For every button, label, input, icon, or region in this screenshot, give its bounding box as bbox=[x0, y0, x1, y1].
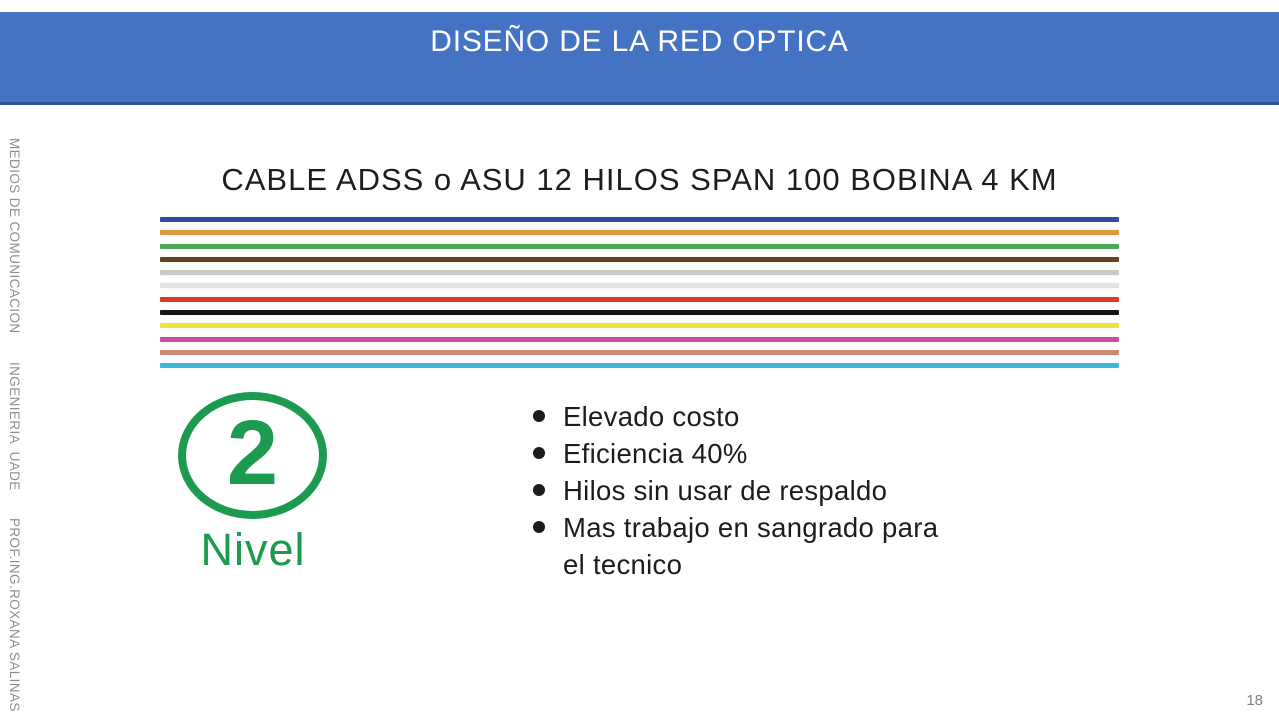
bullet-text: Mas trabajo en sangrado para el tecnico bbox=[563, 512, 939, 580]
sidebar-vertical-text: MEDIOS DE COMUNICACION INGENIERIA UADE PRO… bbox=[7, 138, 22, 712]
page-number: 18 bbox=[1246, 692, 1263, 709]
bullet-dot-icon bbox=[533, 521, 545, 533]
fiber-stripe-rosa bbox=[160, 349, 1119, 355]
level-circle: 2 bbox=[178, 392, 327, 519]
bullet-item: Eficiencia 40% bbox=[533, 435, 1033, 472]
slide-title: DISEÑO DE LA RED OPTICA bbox=[430, 25, 849, 58]
bullet-item: Hilos sin usar de respaldo bbox=[533, 472, 1033, 509]
fiber-stripe-rojo bbox=[160, 296, 1119, 302]
bullet-item: Mas trabajo en sangrado para el tecnico bbox=[533, 509, 1033, 583]
fiber-stripe-verde bbox=[160, 243, 1119, 249]
sidebar-segment: INGENIERIA UADE bbox=[7, 361, 22, 491]
fiber-stripe-negro bbox=[160, 310, 1119, 316]
bullet-text: Eficiencia 40% bbox=[563, 438, 748, 469]
fiber-stripe-aqua bbox=[160, 363, 1119, 369]
fiber-stripe-marron bbox=[160, 256, 1119, 262]
bullet-dot-icon bbox=[533, 447, 545, 459]
bullet-text: Elevado costo bbox=[563, 401, 740, 432]
sidebar-segment: PROF.ING.ROXANA SALINAS bbox=[7, 518, 22, 713]
fiber-stripe-amarillo bbox=[160, 323, 1119, 329]
fiber-stripe-gris bbox=[160, 270, 1119, 276]
fiber-stripe-violeta bbox=[160, 336, 1119, 342]
fiber-stripe-azul bbox=[160, 217, 1119, 222]
fiber-stripe-blanco bbox=[160, 283, 1119, 289]
fiber-stripe-naranja bbox=[160, 230, 1119, 236]
header-bar: DISEÑO DE LA RED OPTICA bbox=[0, 12, 1279, 105]
bullet-dot-icon bbox=[533, 484, 545, 496]
bullet-text: Hilos sin usar de respaldo bbox=[563, 475, 888, 506]
level-badge: 2 Nivel bbox=[178, 392, 328, 576]
level-number: 2 bbox=[226, 401, 279, 504]
bullet-dot-icon bbox=[533, 410, 545, 422]
cable-figure-title: CABLE ADSS o ASU 12 HILOS SPAN 100 BOBIN… bbox=[221, 162, 1058, 197]
bullet-list: Elevado costo Eficiencia 40% Hilos sin usa… bbox=[533, 398, 1033, 583]
fiber-cable-stripes bbox=[160, 217, 1119, 377]
bullet-item: Elevado costo bbox=[533, 398, 1033, 435]
sidebar-segment: MEDIOS DE COMUNICACION bbox=[7, 138, 22, 334]
level-label: Nivel bbox=[200, 524, 306, 575]
